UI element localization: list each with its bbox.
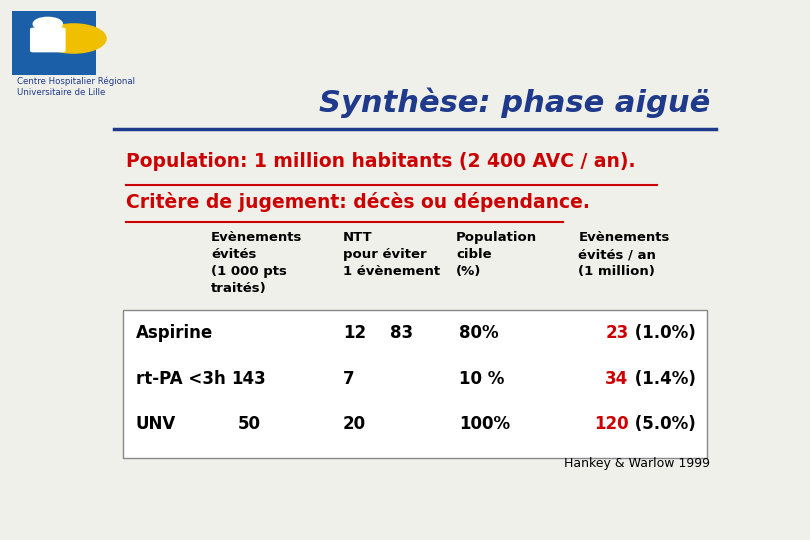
Text: (1.0%): (1.0%) — [629, 324, 695, 342]
Text: 50: 50 — [237, 415, 260, 434]
Text: NTT
pour éviter
1 évènement: NTT pour éviter 1 évènement — [343, 231, 440, 278]
Text: 12: 12 — [343, 324, 366, 342]
Text: Aspirine: Aspirine — [136, 324, 213, 342]
Bar — [12, 11, 96, 75]
Text: 20: 20 — [343, 415, 366, 434]
Text: Centre Hospitalier Régional
Universitaire de Lille: Centre Hospitalier Régional Universitair… — [17, 76, 135, 97]
Text: 120: 120 — [594, 415, 629, 434]
Text: UNV: UNV — [136, 415, 176, 434]
Text: 34: 34 — [605, 370, 629, 388]
Text: Population: 1 million habitants (2 400 AVC / an).: Population: 1 million habitants (2 400 A… — [126, 152, 636, 171]
Text: rt-PA <3h: rt-PA <3h — [136, 370, 225, 388]
Text: 10 %: 10 % — [459, 370, 505, 388]
Text: 23: 23 — [605, 324, 629, 342]
Text: Synthèse: phase aiguë: Synthèse: phase aiguë — [319, 87, 710, 118]
Text: (5.0%): (5.0%) — [629, 415, 695, 434]
Text: 100%: 100% — [459, 415, 510, 434]
Text: 7: 7 — [343, 370, 355, 388]
Text: Population
cible
(%): Population cible (%) — [456, 231, 537, 278]
Circle shape — [41, 24, 106, 53]
FancyBboxPatch shape — [123, 310, 707, 458]
Text: 143: 143 — [232, 370, 266, 388]
FancyBboxPatch shape — [30, 28, 66, 52]
Text: 80%: 80% — [459, 324, 499, 342]
Text: (1.4%): (1.4%) — [629, 370, 696, 388]
Text: Hankey & Warlow 1999: Hankey & Warlow 1999 — [565, 457, 710, 470]
Text: Evènements
évités
(1 000 pts
traités): Evènements évités (1 000 pts traités) — [211, 231, 302, 295]
Text: Critère de jugement: décès ou dépendance.: Critère de jugement: décès ou dépendance… — [126, 192, 590, 212]
Circle shape — [33, 17, 62, 30]
Text: Evènements
évités / an
(1 million): Evènements évités / an (1 million) — [578, 231, 670, 278]
Text: 83: 83 — [390, 324, 413, 342]
